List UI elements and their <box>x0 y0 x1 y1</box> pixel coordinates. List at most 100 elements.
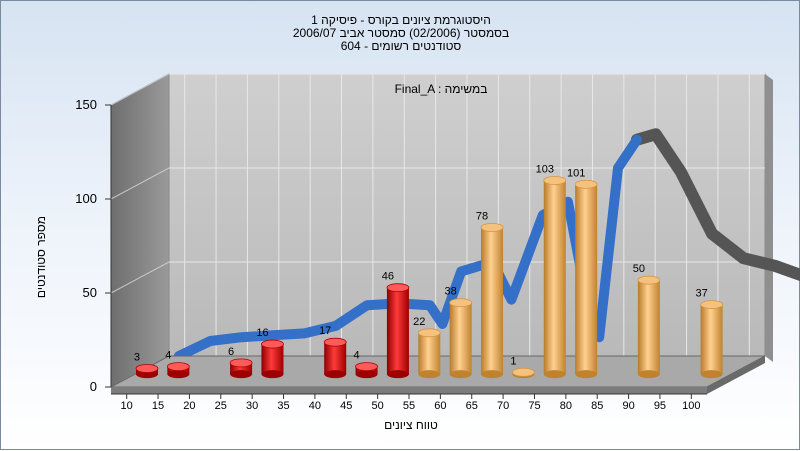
bar-cap <box>480 223 504 232</box>
bar-base <box>637 370 660 379</box>
grid-line-wall <box>110 73 170 106</box>
bar-body <box>543 180 566 375</box>
bar-base <box>355 370 378 379</box>
bar-data-label: 3 <box>134 352 140 364</box>
bar-body <box>637 280 660 375</box>
bar-data-label: 22 <box>413 316 425 328</box>
bar: 1 <box>510 355 535 379</box>
chart-annotation: Final_A : במשימה <box>394 82 488 96</box>
x-tick-label: 80 <box>560 400 572 412</box>
bar-data-label: 1 <box>510 355 516 367</box>
x-tick-label: 70 <box>497 400 509 412</box>
x-tick-label: 60 <box>434 400 446 412</box>
x-tick-label: 95 <box>654 400 666 412</box>
bar-base <box>230 370 253 379</box>
bar: 101 <box>567 167 598 379</box>
x-tick-label: 20 <box>183 400 195 412</box>
chart-title-line-2: בסמסטר (02/2006) סמסטר אביב 2006/07 <box>292 26 510 40</box>
x-tick-label: 90 <box>622 400 634 412</box>
x-tick-label: 40 <box>309 400 321 412</box>
bar-base <box>700 370 723 379</box>
bar: 78 <box>476 211 504 379</box>
bar-cap <box>700 300 724 309</box>
bar-body <box>700 304 723 375</box>
bar-cap <box>512 367 535 377</box>
left-wall <box>110 73 170 388</box>
bar: 4 <box>165 350 190 379</box>
bar-cap <box>261 339 284 349</box>
bar-data-label: 17 <box>319 325 331 337</box>
bar-body <box>449 302 472 375</box>
bar: 103 <box>536 164 567 379</box>
x-tick-label: 65 <box>466 400 478 412</box>
floor-edge <box>111 387 707 394</box>
x-tick-label: 75 <box>528 400 540 412</box>
bar-cap <box>449 298 473 308</box>
right-edge <box>765 74 773 362</box>
bar-base <box>418 370 441 379</box>
bar-base <box>386 370 409 379</box>
bar: 38 <box>445 286 473 379</box>
bar-body <box>324 342 347 375</box>
bar-body <box>230 362 253 375</box>
y-tick-label: 100 <box>75 191 97 206</box>
y-tick-label: 150 <box>75 97 97 112</box>
bar-data-label: 101 <box>567 167 585 179</box>
bar-base <box>261 370 284 379</box>
x-tick-label: 10 <box>121 400 133 412</box>
floor-side <box>707 356 765 394</box>
bar-body <box>481 227 504 375</box>
bar-base <box>481 370 504 379</box>
grid-line-wall <box>110 167 170 200</box>
bar-body <box>261 344 284 375</box>
x-tick-label: 50 <box>372 400 384 412</box>
curve-gray <box>630 128 800 282</box>
bar-cap <box>417 328 441 338</box>
grid-line-wall <box>110 261 170 294</box>
x-tick-label: 30 <box>246 400 258 412</box>
bar-cap <box>574 179 598 189</box>
x-tick-label: 85 <box>591 400 603 412</box>
bar: 37 <box>695 288 724 379</box>
bar-base <box>575 370 598 379</box>
bar-body <box>386 287 409 375</box>
bar: 16 <box>256 327 284 379</box>
bar: 6 <box>228 346 253 379</box>
bar: 4 <box>354 350 378 379</box>
y-tick-label: 0 <box>90 379 97 394</box>
bar-body <box>575 184 598 375</box>
bar-cap <box>166 362 190 372</box>
bar-cap <box>229 358 253 368</box>
bar-body <box>418 332 441 375</box>
bar-data-label: 78 <box>476 211 488 223</box>
x-tick-label: 35 <box>277 400 289 412</box>
bar-data-label: 50 <box>633 263 645 275</box>
bar-data-label: 4 <box>354 350 360 362</box>
bar-data-label: 16 <box>256 327 268 339</box>
bar-base <box>167 370 190 379</box>
x-tick-label: 100 <box>682 400 700 412</box>
bar-data-label: 37 <box>695 288 707 300</box>
x-tick-label: 15 <box>152 400 164 412</box>
bar-cap <box>355 362 378 372</box>
bar: 50 <box>633 263 661 379</box>
bar-base <box>449 370 472 379</box>
bar-cap <box>543 176 567 185</box>
bar: 3 <box>134 352 159 379</box>
x-tick-label: 25 <box>215 400 227 412</box>
bar-cap <box>135 364 159 373</box>
bar: 22 <box>413 316 441 379</box>
bar-data-label: 6 <box>228 346 234 358</box>
x-axis-label: טווח ציונים <box>384 418 438 432</box>
y-axis-label: מספר סטודנטים <box>34 216 48 299</box>
bar-data-label: 103 <box>536 164 554 176</box>
x-tick-label: 55 <box>403 400 415 412</box>
bar-cap <box>323 337 347 347</box>
bar-data-label: 46 <box>382 271 394 283</box>
chart-title-line-1: היסטוגרמת ציונים בקורס - פיסיקה 1 <box>311 13 491 27</box>
bar: 46 <box>382 271 410 379</box>
bar-data-label: 4 <box>165 350 171 362</box>
bar-base <box>324 370 347 379</box>
